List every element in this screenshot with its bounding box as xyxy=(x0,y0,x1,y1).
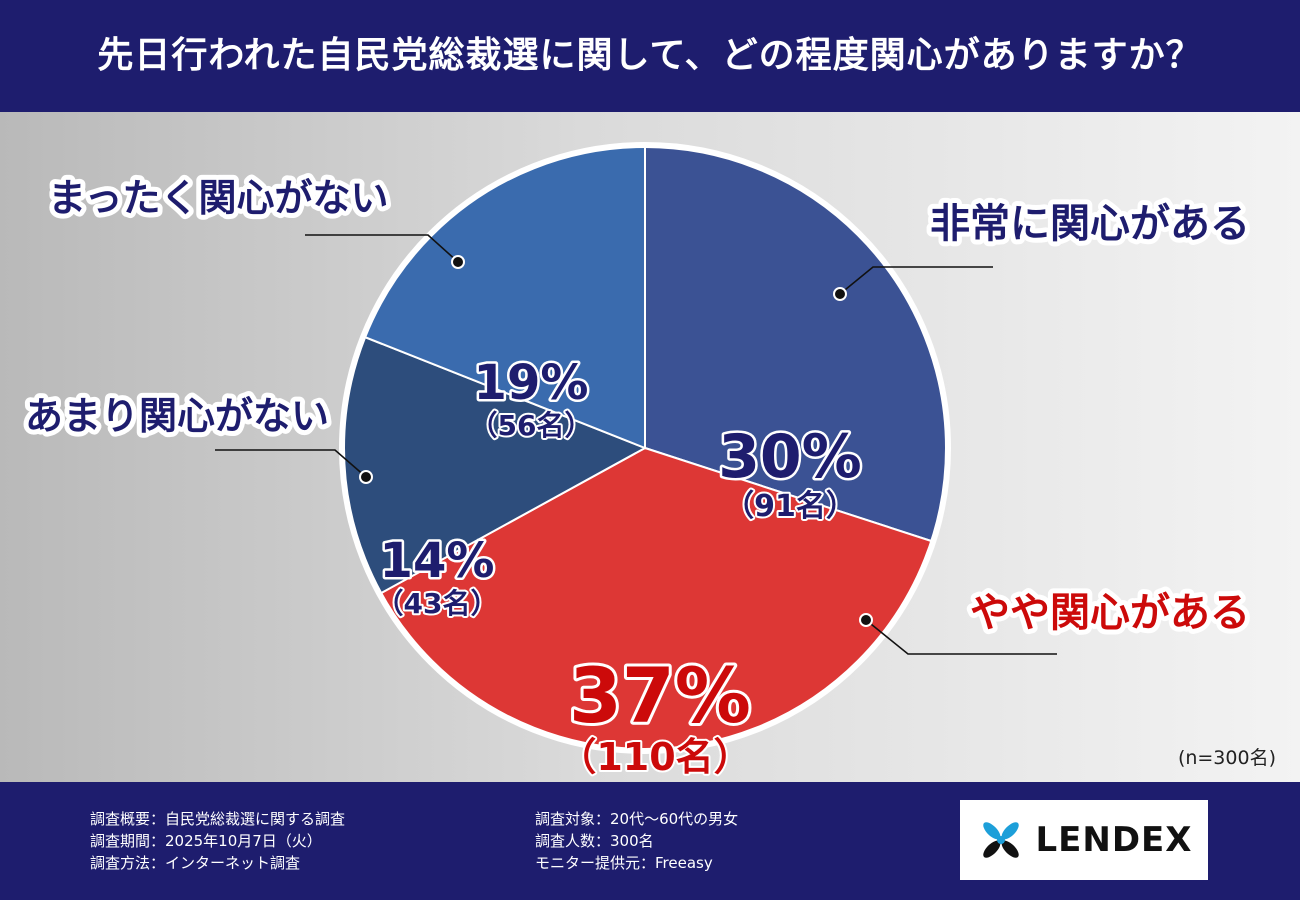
pie-value-label-3: 14% xyxy=(380,533,495,589)
survey-count: 調査人数：300名 xyxy=(535,832,654,850)
leader-dot-2 xyxy=(859,613,873,627)
pie-count-label-3: （43名） xyxy=(376,587,499,620)
leader-line-2 xyxy=(865,619,1057,655)
header-bar: 先日行われた自民党総裁選に関して、どの程度関心がありますか？ xyxy=(0,0,1300,112)
monitor-provider: モニター提供元：Freeasy xyxy=(535,854,713,872)
survey-info-col-1: 調査概要：自民党総裁選に関する調査 調査期間：2025年10月7日（火） 調査方… xyxy=(90,808,345,874)
survey-target: 調査対象：20代〜60代の男女 xyxy=(535,810,739,828)
footer-bar: 調査概要：自民党総裁選に関する調査 調査期間：2025年10月7日（火） 調査方… xyxy=(0,782,1300,900)
pie-chart: 30%（91名） 非常に関心がある 37%（110名） やや関心がある 14%（43名）… xyxy=(20,142,1255,781)
leader-dot-4 xyxy=(451,255,465,269)
lendex-logo-icon xyxy=(983,822,1020,858)
pie-count-label-4: （56名） xyxy=(470,409,593,442)
chart-title: 先日行われた自民党総裁選に関して、どの程度関心がありますか？ xyxy=(97,35,1203,76)
survey-info-col-2: 調査対象：20代〜60代の男女 調査人数：300名 モニター提供元：Freeas… xyxy=(535,808,738,874)
pie-category-label-4: まったく関心がない xyxy=(48,176,388,220)
pie-category-label-2: やや関心がある xyxy=(970,590,1250,636)
pie-category-label-3: あまり関心がない xyxy=(25,394,329,438)
leader-line-4 xyxy=(305,234,459,263)
logo-text: LENDEX xyxy=(1035,820,1193,860)
leader-dot-1 xyxy=(833,287,847,301)
pie-value-label-1: 30% xyxy=(718,422,862,492)
pie-outline xyxy=(339,142,951,754)
survey-period: 調査期間：2025年10月7日（火） xyxy=(90,832,322,850)
pie-value-label-4: 19% xyxy=(474,355,589,411)
plot-area: 30% （91名） 非常に関心がある 37% （110名） やや関心がある 14% （43名）… xyxy=(0,112,1300,782)
leader-line-1 xyxy=(839,266,993,295)
pie-category-label-1: 非常に関心がある xyxy=(930,201,1250,247)
survey-method: 調査方法：インターネット調査 xyxy=(90,854,301,872)
lendex-logo: LENDEX xyxy=(960,800,1208,880)
survey-overview: 調査概要：自民党総裁選に関する調査 xyxy=(90,810,346,828)
pie-count-label-2: （110名） xyxy=(558,735,751,779)
leader-line-3 xyxy=(215,449,367,478)
sample-size-note: (n=300名) xyxy=(1177,747,1276,769)
pie-value-label-2: 37% xyxy=(569,651,751,740)
leader-dot-3 xyxy=(359,470,373,484)
pie-count-label-1: （91名） xyxy=(724,489,856,524)
